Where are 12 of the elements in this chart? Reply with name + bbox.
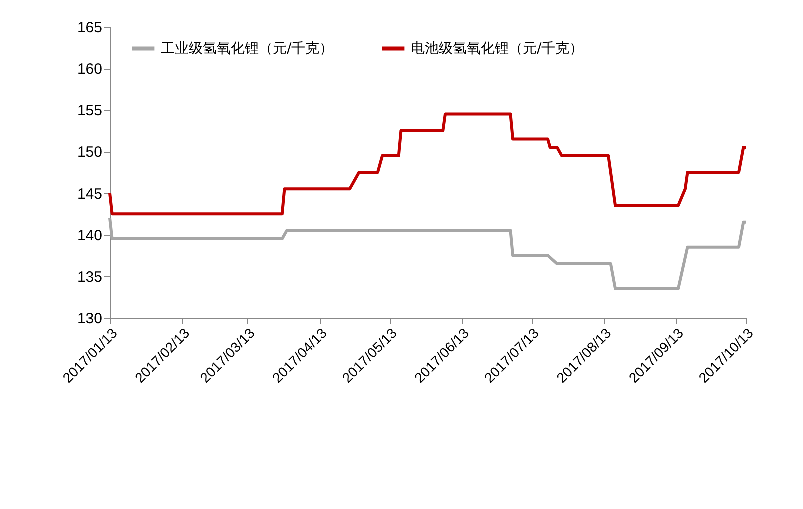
y-tick-label: 165 — [77, 20, 102, 36]
y-tick-label: 130 — [77, 310, 102, 328]
y-tick-label: 135 — [77, 268, 102, 286]
legend-label: 电池级氢氧化锂（元/千克） — [411, 40, 584, 57]
y-tick-label: 145 — [77, 186, 102, 203]
y-tick-label: 140 — [77, 227, 102, 244]
line-series — [108, 216, 748, 290]
line-series — [108, 112, 748, 216]
y-tick-label: 155 — [77, 102, 102, 120]
legend-label: 工业级氢氧化锂（元/千克） — [161, 40, 334, 57]
y-tick-label: 150 — [77, 144, 102, 162]
y-tick-label: 160 — [77, 61, 102, 78]
